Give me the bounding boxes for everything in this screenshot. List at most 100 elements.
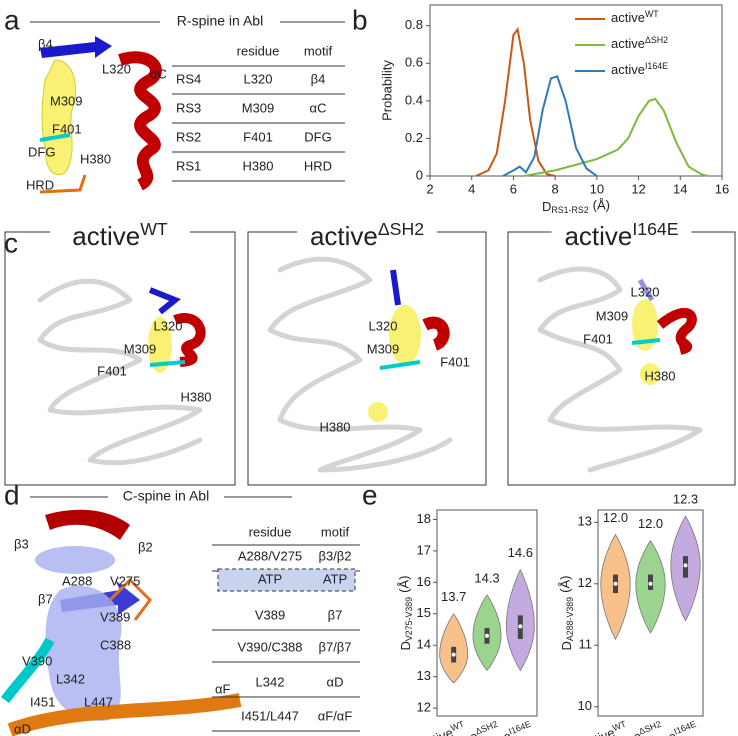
y-tick-label: 12 [417,700,431,715]
table-cell: DFG [304,129,331,144]
plot-frame [436,509,538,717]
panel-label: d [4,479,20,510]
structure-label: M309 [596,308,629,323]
subscript: A288-V389 [565,597,575,641]
structures-c [37,256,703,473]
structure-label: V389 [100,609,130,624]
structure-label: H380 [319,419,350,434]
text-part: active [580,725,617,736]
x-tick-label: 14 [673,181,687,196]
structure-a [39,36,162,194]
y-axis-label: DA288-V389 (Å) [558,576,575,651]
x-axis-label: DRS1-RS2 (Å) [542,198,610,215]
data-label: 12.0 [638,516,663,531]
text-part: active [72,221,140,251]
text-part: active [611,10,645,25]
structure-label: L342 [56,671,85,686]
table-cell: RS2 [176,129,201,144]
data-label: 13.7 [441,589,466,604]
y-tick-label: 15 [417,605,431,620]
structure-label: A288 [62,573,92,588]
table-cell: ATP [323,571,347,586]
table-cell: RS4 [176,71,201,86]
title-bg [297,224,437,250]
title-bg [50,224,190,250]
view-box [507,231,736,486]
table-header: motif [321,524,350,539]
structure-label: F401 [440,354,470,369]
structure-label: L320 [369,318,398,333]
table-header: residue [249,524,292,539]
text-part: active [564,221,632,251]
structure-label: F401 [583,331,613,346]
y-axis-label: Probability [379,60,394,121]
violin-median [485,633,489,638]
table-cell: L320 [244,71,273,86]
structure-label: C388 [100,637,131,652]
supscript: ΔSH2 [378,219,424,239]
supscript: I164E [632,219,678,239]
table-cell: A288/V275 [238,548,302,563]
text-part: active [418,725,455,736]
supscript: I164E [507,719,532,736]
structure-label: F401 [52,121,82,136]
data-label: 14.6 [508,545,533,560]
structure-label: M309 [367,341,400,356]
structure-label: H380 [180,389,211,404]
x-tick-label: activeWT [418,719,469,736]
table-cell: L342 [256,674,285,689]
panel-title: C-spine in Abl [123,488,209,504]
y-tick-label: 0.2 [405,130,423,145]
view-title: activeΔSH2 [310,219,424,251]
panel-label: b [352,4,368,35]
violin-median [451,652,456,657]
supscript: WT [611,719,628,734]
y-tick-label: 11 [579,637,593,652]
legend-entry: activeI164E [611,61,668,77]
y-tick-label: 12 [578,575,592,590]
supscript: I164E [645,61,668,71]
text-part: (Å) [593,198,610,213]
table-cell: β4 [311,71,326,86]
x-tick-label: 12 [631,181,645,196]
x-tick-label: 2 [426,181,433,196]
x-tick-label: 8 [552,181,559,196]
data-label: 12.0 [603,510,628,525]
table-cell: β7 [328,607,343,622]
x-tick-label: 10 [590,181,604,196]
table-cell: β3/β2 [318,548,351,563]
table-cell: αD [327,674,344,689]
panel-label: c [4,227,18,258]
panel-label: a [4,4,20,35]
line-series [502,75,598,177]
plot-frame [597,509,704,717]
table-cell: αF/αF [318,708,353,723]
legend-entry: activeWT [611,9,659,25]
table-cell: V389 [255,607,285,622]
table-cell: αC [310,100,327,115]
structure-d [1,509,242,736]
y-tick-label: 0.6 [405,55,423,70]
y-tick-label: 18 [417,511,431,526]
structure-label: H380 [644,368,675,383]
structure-label: L320 [102,61,131,76]
table-header: residue [237,43,280,58]
structure-label: β4 [38,36,53,51]
data-label: 12.3 [673,492,698,507]
table-cell: RS1 [176,158,201,173]
text-part: active [310,221,378,251]
line-series [523,97,708,177]
title-bg [160,12,280,32]
table-cell: M309 [242,100,275,115]
supscript: WT [645,9,659,19]
subscript: RS1-RS2 [551,205,588,215]
legend-entry: activeΔSH2 [611,35,668,51]
structure-label: M309 [50,93,83,108]
y-tick-label: 0 [416,167,423,182]
text-part: D [398,641,413,650]
structure-label: β3 [14,536,29,551]
supscript: I164E [672,719,697,736]
table-cell: H380 [242,158,273,173]
plot-frame [429,4,723,177]
